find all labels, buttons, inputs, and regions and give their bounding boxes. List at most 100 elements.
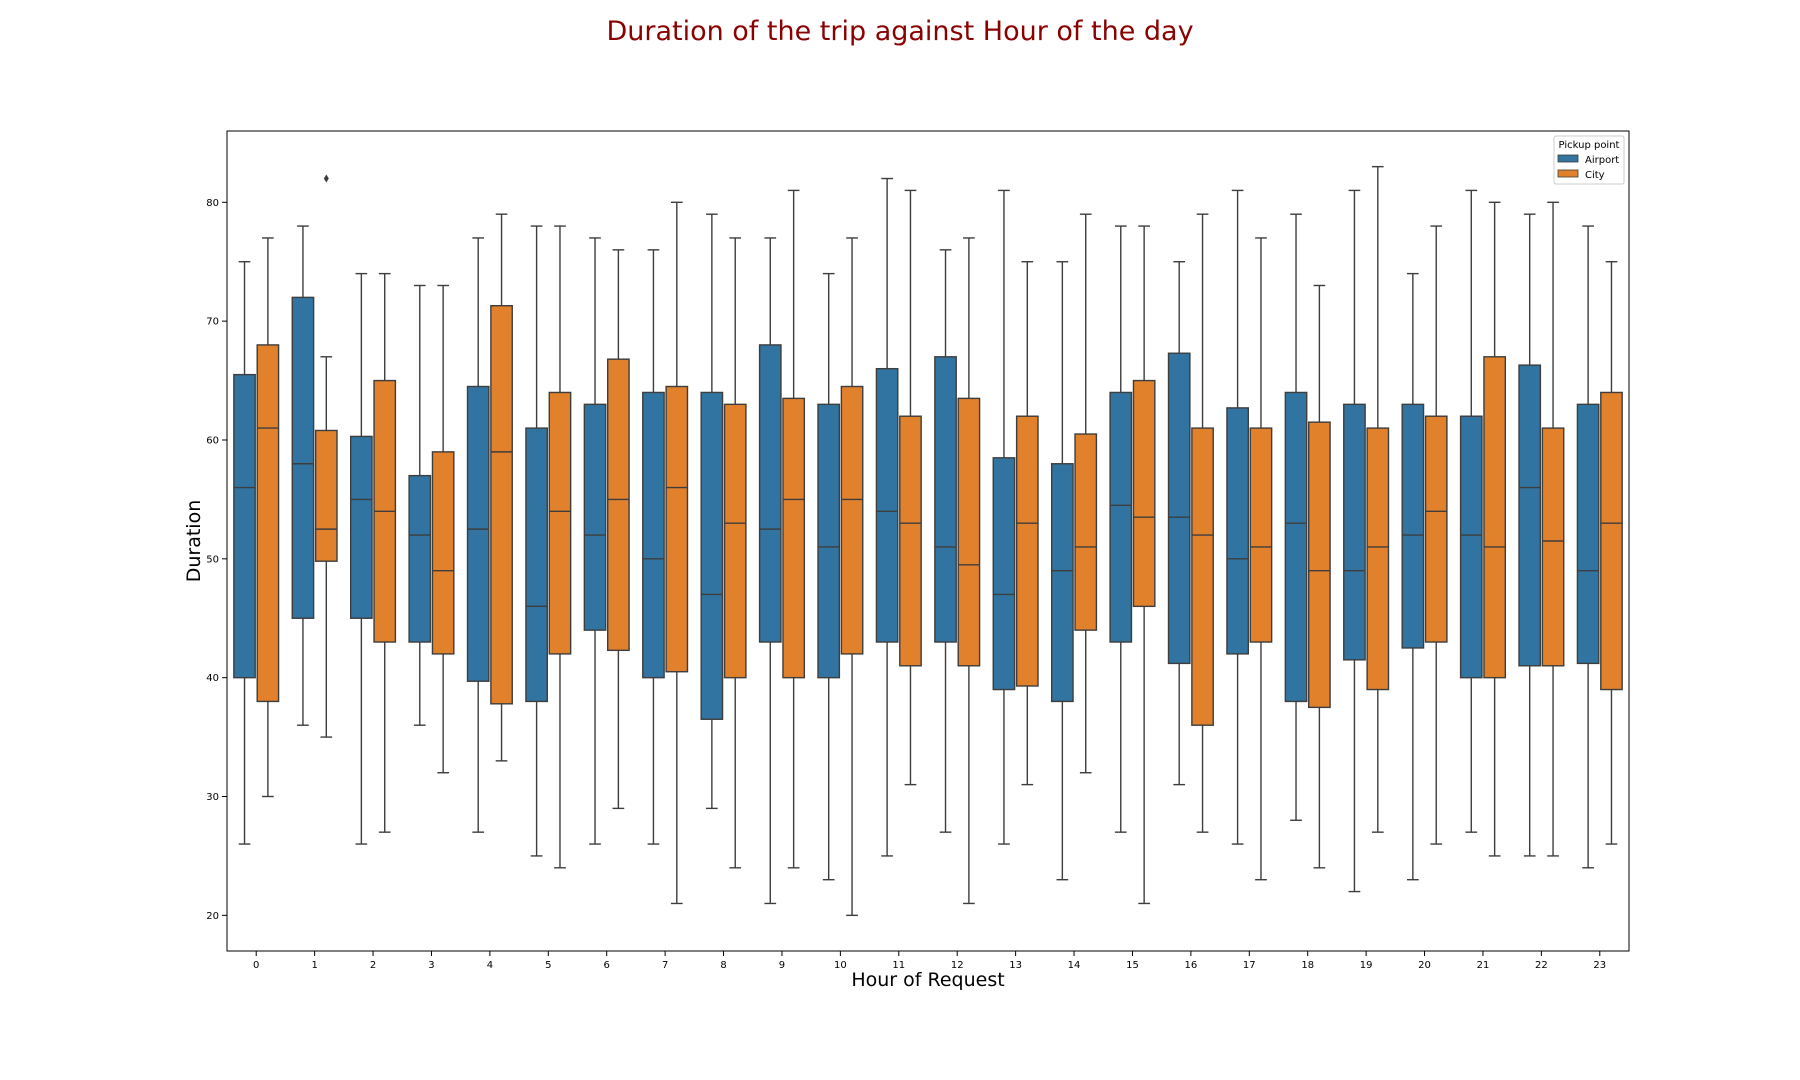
box-iqr (817, 403, 841, 679)
box-airport-10 (817, 272, 841, 881)
x-tick-label: 0 (253, 960, 259, 971)
box-iqr (466, 385, 490, 682)
box-airport-12 (934, 249, 957, 833)
box-iqr (840, 385, 864, 655)
x-tick-label: 21 (1477, 960, 1490, 971)
box-iqr (1226, 407, 1249, 655)
legend-title: Pickup point (1559, 140, 1620, 151)
box-iqr (1459, 415, 1483, 679)
x-tick-label: 22 (1535, 960, 1548, 971)
box-iqr (957, 397, 981, 667)
box-airport-11 (875, 177, 899, 857)
box-city-11 (899, 189, 922, 786)
x-axis-label: Hour of Request (851, 969, 1004, 991)
box-iqr (875, 367, 899, 643)
box-city-20 (1424, 225, 1448, 845)
box-iqr (548, 391, 572, 655)
x-tick-label: 18 (1301, 960, 1314, 971)
box-airport-8 (700, 213, 724, 810)
y-tick-label: 70 (206, 317, 219, 328)
box-airport-9 (758, 237, 782, 905)
box-airport-13 (992, 189, 1016, 845)
box-iqr (1483, 356, 1507, 679)
box-city-22 (1541, 201, 1565, 857)
y-tick-label: 80 (206, 198, 219, 209)
box-iqr (1167, 352, 1191, 665)
x-tick-label: 2 (370, 960, 376, 971)
box-city-3 (431, 284, 455, 774)
box-iqr (1541, 427, 1565, 667)
box-airport-19 (1343, 189, 1366, 893)
box-iqr (1343, 403, 1366, 661)
box-iqr (431, 451, 455, 655)
box-iqr (1132, 379, 1156, 608)
x-tick-label: 16 (1185, 960, 1198, 971)
box-airport-2 (349, 272, 373, 845)
box-iqr (1518, 364, 1542, 667)
x-tick-label: 15 (1126, 960, 1139, 971)
box-iqr (607, 358, 630, 652)
x-tick-label: 1 (311, 960, 317, 971)
box-city-9 (782, 189, 806, 869)
y-tick-label: 60 (206, 435, 219, 446)
box-iqr (490, 304, 513, 705)
box-iqr (525, 427, 548, 703)
box-airport-7 (642, 249, 665, 845)
box-city-18 (1308, 284, 1331, 869)
x-tick-label: 20 (1418, 960, 1431, 971)
box-city-21 (1483, 201, 1507, 857)
box-iqr (1015, 415, 1039, 687)
box-airport-3 (408, 284, 432, 726)
box-iqr (1600, 391, 1623, 691)
box-city-15 (1132, 225, 1156, 905)
box-iqr (1366, 427, 1390, 691)
x-tick-label: 13 (1009, 960, 1022, 971)
box-iqr (1191, 427, 1214, 726)
x-tick-label: 17 (1243, 960, 1256, 971)
box-airport-18 (1284, 213, 1308, 821)
box-iqr (1284, 391, 1308, 703)
box-city-1 (314, 174, 338, 738)
box-airport-21 (1459, 189, 1483, 833)
box-airport-15 (1109, 225, 1133, 833)
box-iqr (642, 391, 665, 679)
box-airport-17 (1226, 189, 1249, 845)
x-tick-label: 4 (487, 960, 493, 971)
box-city-0 (256, 237, 280, 798)
box-city-4 (490, 213, 513, 762)
x-tick-label: 11 (892, 960, 905, 971)
x-tick-label: 9 (779, 960, 785, 971)
box-city-7 (665, 201, 689, 905)
box-iqr (723, 403, 747, 679)
box-airport-1 (291, 225, 315, 726)
box-iqr (1249, 427, 1273, 643)
x-tick-label: 19 (1360, 960, 1373, 971)
y-tick-label: 40 (206, 673, 219, 684)
x-tick-label: 10 (834, 960, 847, 971)
box-iqr (1050, 463, 1074, 703)
box-city-2 (373, 272, 397, 833)
box-iqr (899, 415, 922, 667)
x-tick-label: 7 (662, 960, 668, 971)
box-city-13 (1015, 261, 1039, 786)
box-iqr (758, 344, 782, 643)
box-iqr (408, 474, 432, 643)
x-tick-label: 23 (1593, 960, 1606, 971)
box-airport-22 (1518, 213, 1542, 857)
box-iqr (665, 385, 689, 673)
box-city-12 (957, 237, 981, 905)
box-iqr (934, 356, 957, 643)
box-iqr (1074, 433, 1098, 631)
box-iqr (1424, 415, 1448, 643)
box-iqr (782, 397, 806, 679)
box-airport-23 (1576, 225, 1600, 869)
box-city-10 (840, 237, 864, 917)
boxes-layer (233, 165, 1623, 917)
box-city-14 (1074, 213, 1098, 774)
legend: Pickup point Airport City (1553, 135, 1625, 185)
y-axis-label: Duration (183, 500, 205, 583)
box-iqr (291, 296, 315, 619)
box-iqr (256, 344, 280, 703)
legend-label-airport: Airport (1585, 155, 1619, 166)
